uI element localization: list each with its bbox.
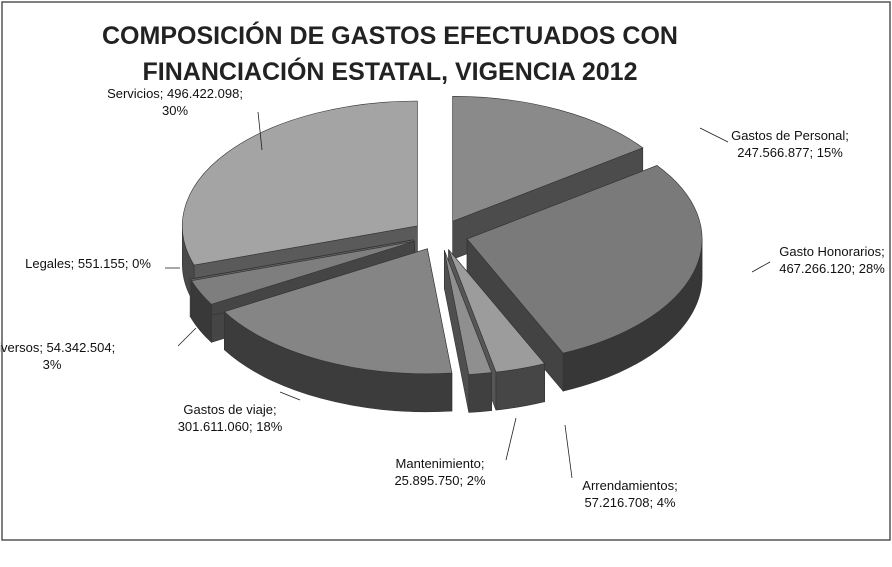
data-label: Arrendamientos; [582, 478, 677, 493]
leader-line [699, 127, 729, 143]
slice [189, 239, 414, 280]
slice [223, 248, 453, 375]
data-label: Diversos; 54.342.504; [0, 340, 115, 355]
slice [452, 95, 644, 222]
leader-line [177, 327, 197, 347]
leader-line [564, 424, 573, 479]
data-label: 57.216.708; 4% [584, 495, 676, 510]
slice [191, 241, 415, 305]
leader-line [751, 261, 771, 273]
data-label: 25.895.750; 2% [394, 473, 486, 488]
pie [182, 95, 703, 413]
chart-title: COMPOSICIÓN DE GASTOS EFECTUADOS CON [102, 20, 678, 50]
slice [182, 100, 418, 266]
data-label: Gastos de viaje; [183, 402, 276, 417]
data-label: Gasto Honorarios; [779, 244, 885, 259]
labels: Gastos de Personal; 247.566.877; 15% Gasto… [0, 86, 885, 510]
slice-side [468, 372, 492, 413]
data-label: 301.611.060; 18% [178, 419, 283, 434]
slice [448, 249, 546, 373]
chart-title: FINANCIACIÓN ESTATAL, VIGENCIA 2012 [143, 56, 638, 86]
data-label: Legales; 551.155; 0% [25, 256, 151, 271]
data-label: 467.266.120; 28% [779, 261, 885, 276]
data-label: 3% [43, 357, 62, 372]
leader-line [505, 417, 517, 461]
slice [466, 165, 703, 354]
data-label: 30% [162, 103, 188, 118]
data-label: Gastos de Personal; [731, 128, 849, 143]
data-label: 247.566.877; 15% [737, 145, 843, 160]
leader-line [257, 111, 263, 151]
slice [443, 250, 493, 375]
leader-line [279, 391, 301, 401]
data-label: Mantenimiento; [396, 456, 485, 471]
data-label: Servicios; 496.422.098; [107, 86, 243, 101]
